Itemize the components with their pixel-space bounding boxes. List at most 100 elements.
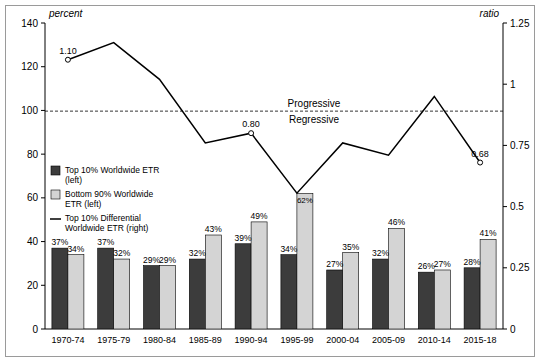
labels: 37%37%29%32%39%34%27%32%26%28%34%32%29%4… [51, 46, 497, 271]
frame [6, 6, 535, 357]
line-point [65, 57, 70, 62]
legend-label: Top 10% DifferentialWorldwide ETR (right… [65, 213, 149, 233]
legend-swatch [51, 190, 60, 199]
y-tick-label: 40 [27, 236, 39, 247]
y-axis [45, 23, 46, 329]
x-tick-label: 2005-09 [372, 335, 405, 345]
bar [297, 193, 313, 329]
y-tick-label: 20 [27, 280, 39, 291]
y-tick [41, 329, 45, 330]
reference-label: Progressive [288, 98, 341, 109]
bar-label: 34% [67, 244, 84, 254]
bar-label: 41% [480, 228, 497, 238]
bar [114, 259, 130, 329]
y-axis-label: percent [48, 8, 84, 19]
bar-label: 32% [113, 248, 130, 258]
y-tick [41, 154, 45, 155]
legend-swatch [50, 218, 61, 220]
legend-label-line: Worldwide ETR (right) [65, 223, 149, 233]
bar-label: 27% [326, 259, 343, 269]
x-tick-label: 2015-18 [464, 335, 497, 345]
line-point [478, 160, 483, 165]
bar-label: 46% [388, 217, 405, 227]
bar-label: 39% [235, 233, 252, 243]
y-tick [41, 285, 45, 286]
bar-label: 32% [372, 248, 389, 258]
bar-label: 35% [342, 242, 359, 252]
bar [480, 239, 496, 329]
legend-label: Bottom 90% WorldwideETR (left) [65, 189, 153, 209]
y-tick [41, 241, 45, 242]
y2-tick [503, 84, 507, 85]
x-tick-label: 2000-04 [326, 335, 359, 345]
x-tick-label: 1975-79 [97, 335, 130, 345]
bar [144, 266, 160, 329]
bar-label: 32% [189, 248, 206, 258]
legend-swatch [51, 166, 60, 175]
legend-label: Top 10% Worldwide ETR(left) [65, 165, 159, 185]
bar [464, 268, 480, 329]
bar-label: 27% [434, 259, 451, 269]
bar [68, 255, 84, 329]
legend-label-line: Top 10% Differential [65, 213, 141, 223]
x-tick-label: 1985-89 [189, 335, 222, 345]
bar [251, 222, 267, 329]
bar-label: 49% [251, 211, 268, 221]
marks [52, 43, 496, 329]
y2-tick [503, 206, 507, 207]
y-tick [41, 197, 45, 198]
bar [389, 228, 405, 329]
x-tick-label: 2010-14 [418, 335, 451, 345]
legend-label-line: Bottom 90% Worldwide [65, 189, 153, 199]
y-tick [41, 66, 45, 67]
x-tick-label: 1990-94 [235, 335, 268, 345]
legend-label-line: Top 10% Worldwide ETR [65, 165, 159, 175]
bar-label: 28% [464, 257, 481, 267]
y2-tick-label: 0.25 [510, 262, 530, 273]
bar [235, 244, 251, 329]
line-label: 1.10 [59, 46, 77, 56]
x-tick-label: 1970-74 [51, 335, 84, 345]
bar-label: 26% [418, 261, 435, 271]
bar-label: 34% [280, 244, 297, 254]
reference-label: Regressive [289, 114, 339, 125]
line-label: 0.80 [242, 119, 260, 129]
legend-label-line: ETR (left) [65, 199, 102, 209]
y-tick-label: 100 [21, 105, 38, 116]
y-tick-label: 0 [32, 324, 38, 335]
bar [373, 259, 389, 329]
bar-label: 62% [297, 196, 313, 205]
legend-label-line: (left) [65, 175, 82, 185]
bar [205, 235, 221, 329]
reference-group [45, 111, 503, 112]
bar [160, 266, 176, 329]
x-tick-label: 1995-99 [280, 335, 313, 345]
bar [343, 253, 359, 330]
y2-axis [503, 23, 504, 329]
bar-label: 43% [205, 224, 222, 234]
x-tick-label: 1980-84 [143, 335, 176, 345]
y2-tick [503, 23, 507, 24]
chart: 02040608010012014000.250.50.7511.25perce… [0, 0, 540, 362]
y2-tick [503, 329, 507, 330]
bar-label: 37% [51, 237, 68, 247]
line-point [249, 131, 254, 136]
y2-tick [503, 267, 507, 268]
y-tick-label: 80 [27, 149, 39, 160]
bar [327, 270, 343, 329]
y-tick-label: 140 [21, 18, 38, 29]
bar [98, 248, 114, 329]
y2-tick [503, 145, 507, 146]
line-label: 0.68 [471, 149, 489, 159]
bar [189, 259, 205, 329]
y2-tick-label: 0 [510, 324, 516, 335]
y2-tick-label: 0.5 [510, 201, 524, 212]
bar [281, 255, 297, 329]
bar [434, 270, 450, 329]
y-tick-label: 60 [27, 192, 39, 203]
bar-label: 29% [143, 255, 160, 265]
y-tick [41, 110, 45, 111]
y2-tick-label: 0.75 [510, 140, 530, 151]
bar [418, 272, 434, 329]
legend: Top 10% Worldwide ETR(left) Bottom 90% Wo… [50, 165, 159, 233]
